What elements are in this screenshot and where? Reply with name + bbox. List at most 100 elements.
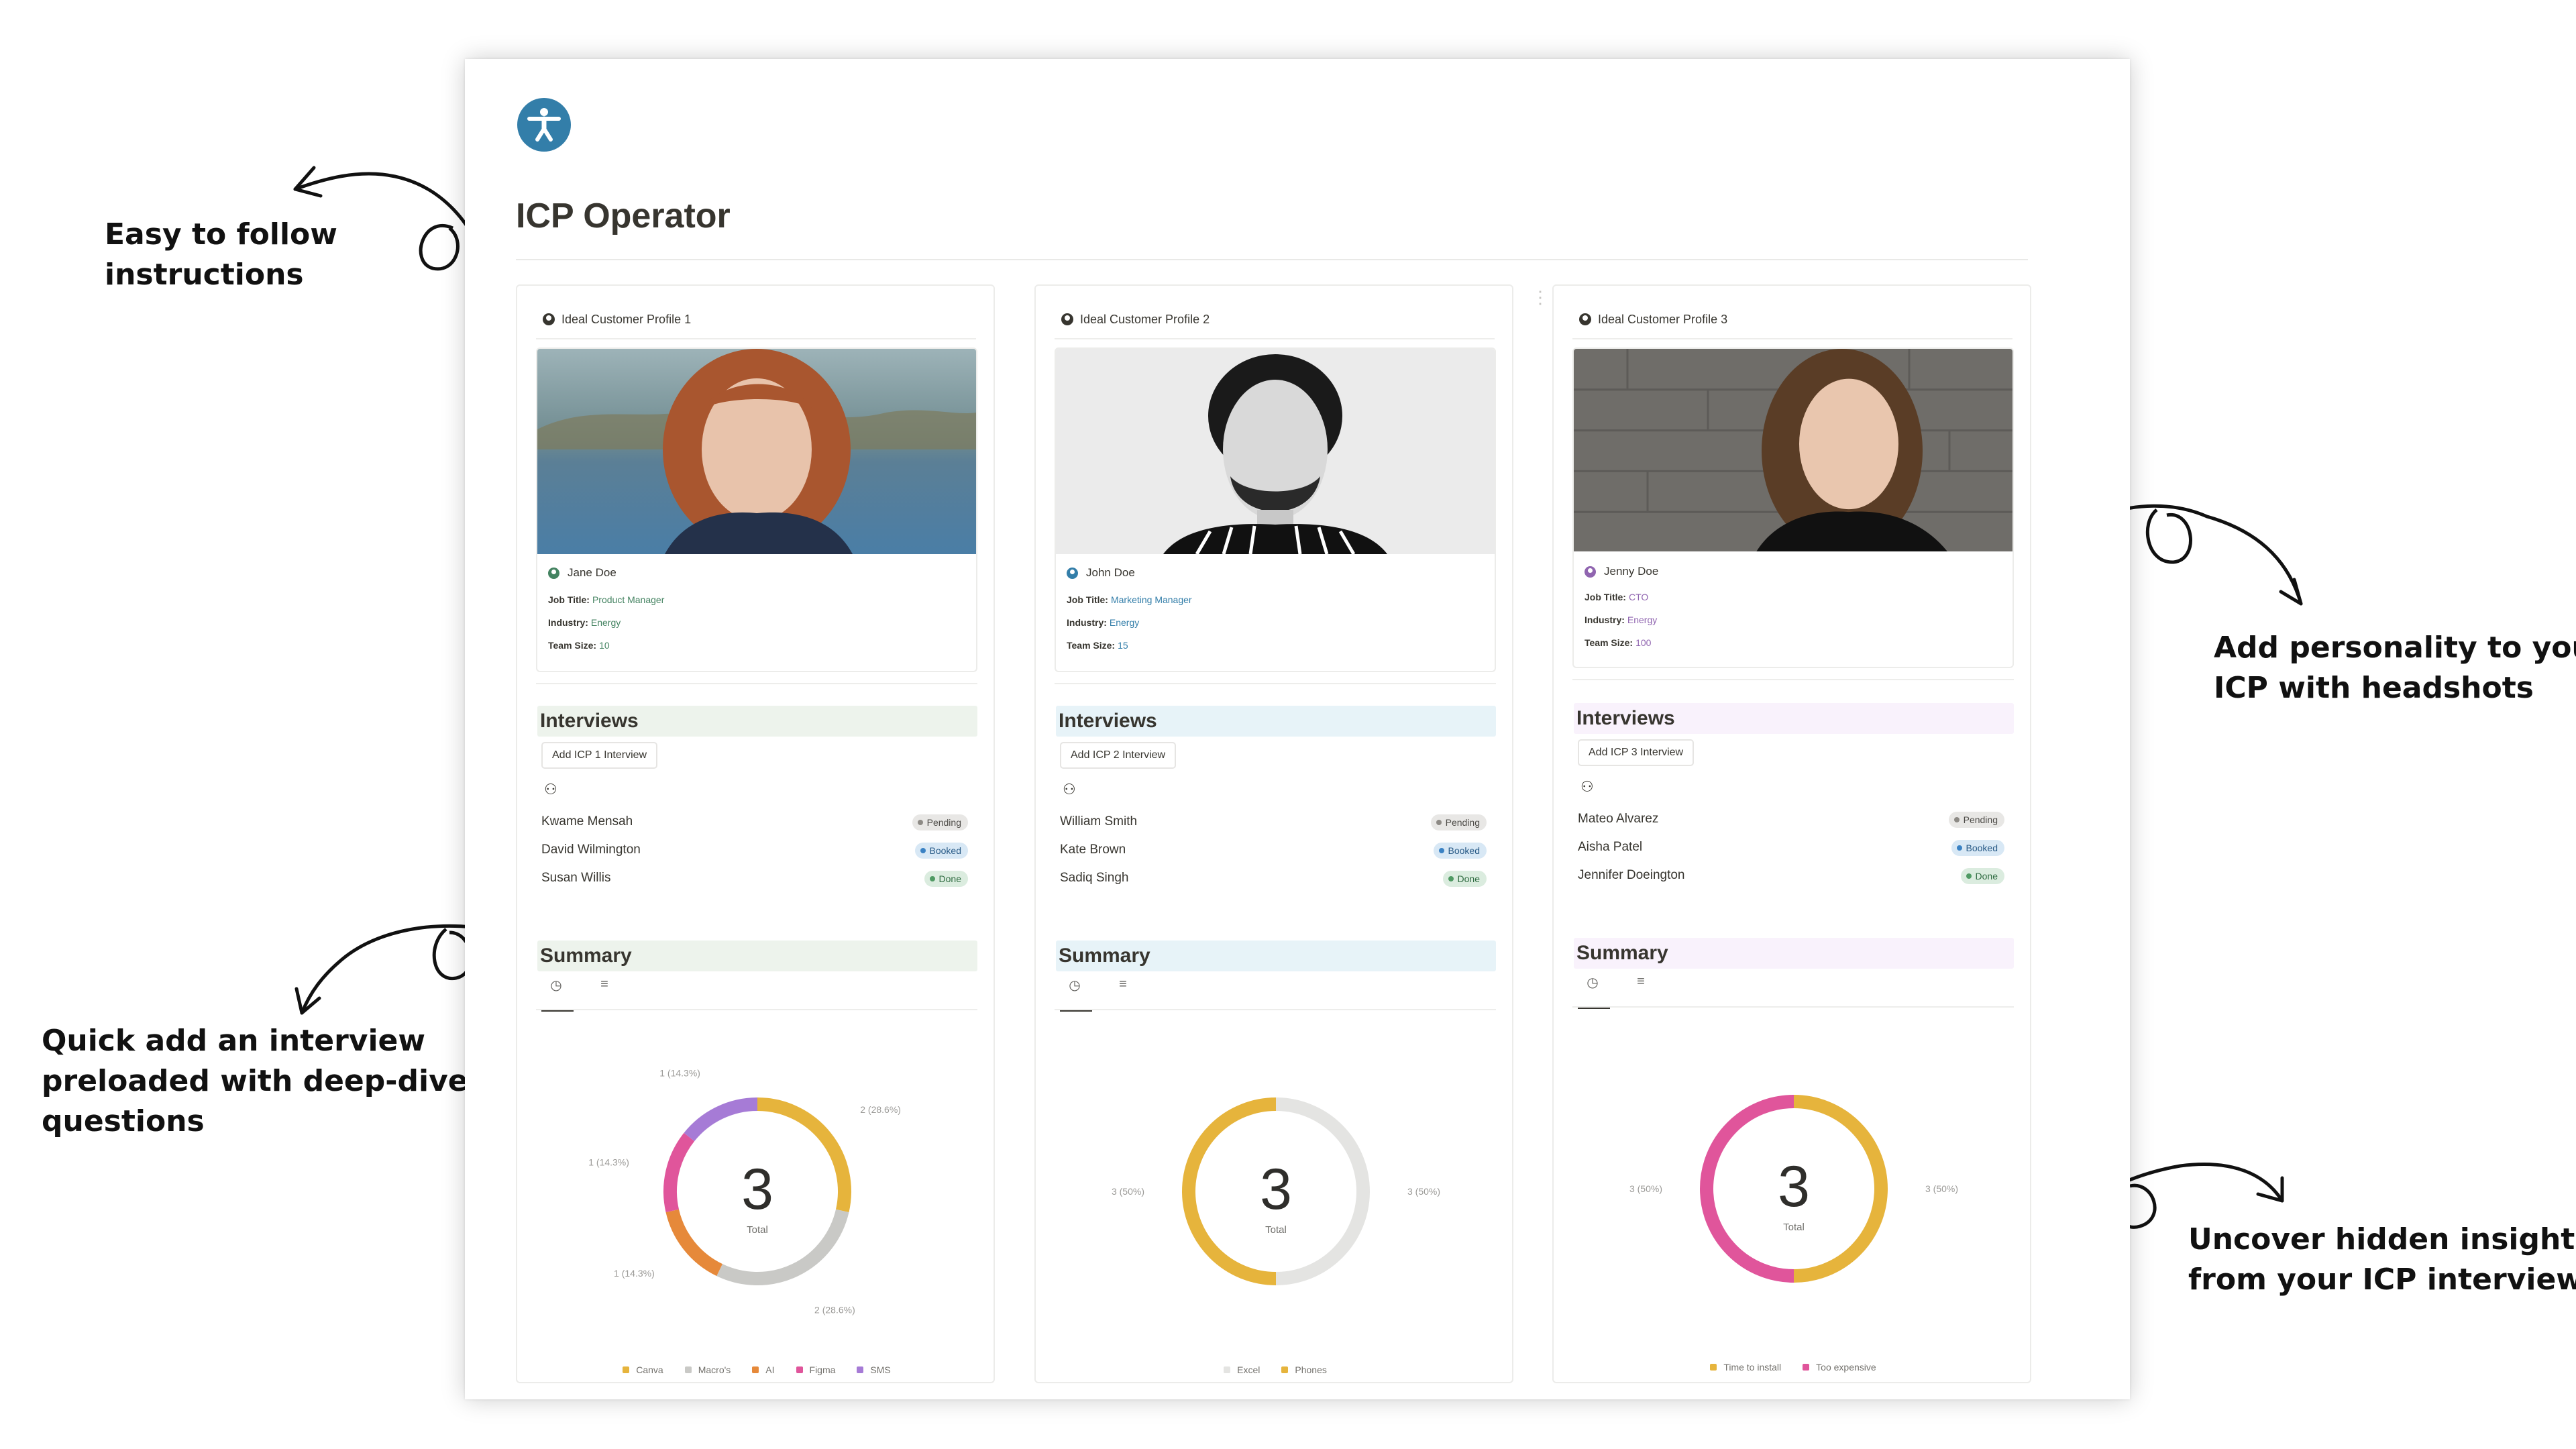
- chart-view-tab-icon[interactable]: ◷: [1578, 974, 1610, 1009]
- annotation-uncover: Uncover hidden insights from your ICP in…: [2188, 1220, 2576, 1300]
- summary-donut-chart: 2 (28.6%) 2 (28.6%) 1 (14.3%) 1 (14.3%) 1 (1…: [531, 1051, 984, 1332]
- chart-view-tab-icon[interactable]: ◷: [1060, 977, 1092, 1012]
- donut-slice-macro-s[interactable]: [716, 1209, 849, 1285]
- slice-data-label: 2 (28.6%): [860, 1104, 901, 1115]
- legend-item[interactable]: Too expensive: [1803, 1362, 1876, 1373]
- annotation-line: questions: [42, 1104, 205, 1138]
- legend-swatch: [623, 1366, 630, 1373]
- annotation-quick: Quick add an interview preloaded with de…: [42, 1021, 468, 1142]
- person-icon: [1585, 566, 1596, 578]
- profile-header-label: Ideal Customer Profile 2: [1080, 312, 1210, 326]
- donut-slice-too-expensive[interactable]: [1700, 1095, 1794, 1283]
- donut-slice-sms[interactable]: [684, 1097, 758, 1142]
- profile-column-3: Ideal Customer Profile 3: [1552, 284, 2031, 1383]
- profile-header[interactable]: Ideal Customer Profile 1: [543, 306, 691, 333]
- list-item[interactable]: William Smith Pending: [1060, 812, 1492, 833]
- legend-label: SMS: [870, 1364, 891, 1375]
- profile-name[interactable]: Jane Doe: [548, 566, 616, 580]
- list-view-tab-icon[interactable]: ≡: [1119, 977, 1127, 991]
- donut-slice-canva[interactable]: [757, 1097, 851, 1213]
- list-item[interactable]: Jennifer Doeington Done: [1578, 865, 2010, 887]
- list-item[interactable]: Aisha Patel Booked: [1578, 837, 2010, 859]
- slice-data-label: 1 (14.3%): [659, 1067, 700, 1078]
- annotation-easy: Easy to follow instructions: [105, 215, 337, 295]
- list-item[interactable]: Kate Brown Booked: [1060, 840, 1492, 861]
- legend-swatch: [1281, 1366, 1289, 1373]
- chart-view-tab-icon[interactable]: ◷: [541, 977, 574, 1012]
- people-icon[interactable]: ⚇: [544, 781, 557, 798]
- legend-item[interactable]: Figma: [796, 1364, 836, 1375]
- status-badge: Done: [1442, 871, 1487, 887]
- donut-slice-figma[interactable]: [663, 1132, 695, 1213]
- list-view-tab-icon[interactable]: ≡: [600, 977, 608, 991]
- curly-arrow-icon: [2098, 504, 2303, 606]
- interviewee-name: Jennifer Doeington: [1578, 868, 1685, 882]
- interviews-heading: Interviews: [537, 706, 977, 737]
- interviewee-name: Susan Willis: [541, 871, 611, 885]
- interviews-heading: Interviews: [1574, 703, 2014, 734]
- list-view-tab-icon[interactable]: ≡: [1637, 974, 1645, 989]
- donut-slice-phones[interactable]: [1182, 1097, 1277, 1285]
- legend-item[interactable]: SMS: [857, 1364, 891, 1375]
- headshot-photo: [1574, 349, 2012, 551]
- profile-card[interactable]: Jane Doe Job Title: Product Manager Indus…: [536, 347, 977, 672]
- summary-heading-label: Summary: [540, 945, 632, 967]
- list-item[interactable]: David Wilmington Booked: [541, 840, 973, 861]
- legend-swatch: [1803, 1364, 1810, 1371]
- interviewee-name: Aisha Patel: [1578, 840, 1643, 854]
- list-item[interactable]: Susan Willis Done: [541, 868, 973, 890]
- chart-legend: Time to install Too expensive: [1554, 1362, 2033, 1373]
- prop-label: Team Size:: [1067, 640, 1116, 651]
- people-icon[interactable]: ⚇: [1063, 781, 1076, 798]
- legend-item[interactable]: AI: [752, 1364, 775, 1375]
- donut-slice-time-to-install[interactable]: [1793, 1095, 1888, 1283]
- list-item[interactable]: Kwame Mensah Pending: [541, 812, 973, 833]
- add-interview-button[interactable]: Add ICP 3 Interview: [1578, 739, 1695, 766]
- list-item[interactable]: Sadiq Singh Done: [1060, 868, 1492, 890]
- profile-header[interactable]: Ideal Customer Profile 3: [1579, 306, 1727, 333]
- profile-name[interactable]: Jenny Doe: [1585, 565, 1658, 578]
- legend-item[interactable]: Phones: [1281, 1364, 1327, 1375]
- donut-slice-excel[interactable]: [1275, 1097, 1370, 1285]
- interviews-heading-label: Interviews: [1576, 707, 1675, 729]
- profile-card[interactable]: John Doe Job Title: Marketing Manager Ind…: [1055, 347, 1496, 672]
- status-label: Done: [938, 873, 961, 884]
- legend-item[interactable]: Canva: [623, 1364, 663, 1375]
- interviewee-name: David Wilmington: [541, 843, 641, 857]
- profile-name[interactable]: John Doe: [1067, 566, 1135, 580]
- legend-item[interactable]: Macro's: [684, 1364, 731, 1375]
- divider: [1572, 1006, 2014, 1008]
- divider: [1572, 679, 2014, 680]
- annotation-line: ICP with headshots: [2214, 671, 2534, 705]
- donut-total-value: 3: [741, 1157, 773, 1222]
- summary-donut-chart: 3 (50%) 3 (50%) 3 Total: [1567, 1048, 2021, 1330]
- donut-total-value: 3: [1778, 1155, 1810, 1219]
- profile-header[interactable]: Ideal Customer Profile 2: [1061, 306, 1210, 333]
- add-interview-button[interactable]: Add ICP 2 Interview: [1060, 742, 1177, 769]
- prop-label: Job Title:: [548, 594, 590, 605]
- legend-item[interactable]: Time to install: [1710, 1362, 1781, 1373]
- list-item[interactable]: Mateo Alvarez Pending: [1578, 809, 2010, 830]
- slice-data-label: 1 (14.3%): [588, 1157, 629, 1167]
- prop-value: Energy: [1627, 614, 1658, 625]
- legend-item[interactable]: Excel: [1224, 1364, 1260, 1375]
- donut-total-value: 3: [1260, 1157, 1292, 1222]
- legend-label: Excel: [1237, 1364, 1260, 1375]
- legend-swatch: [752, 1366, 759, 1373]
- legend-label: Figma: [809, 1364, 836, 1375]
- interviewee-name: William Smith: [1060, 814, 1138, 828]
- prop-industry: Industry: Energy: [1585, 614, 1657, 625]
- prop-label: Team Size:: [548, 640, 597, 651]
- accessibility-icon[interactable]: [517, 98, 571, 152]
- prop-job-title: Job Title: Marketing Manager: [1067, 594, 1192, 605]
- add-interview-button[interactable]: Add ICP 1 Interview: [541, 742, 658, 769]
- people-icon[interactable]: ⚇: [1580, 778, 1594, 795]
- page-title[interactable]: ICP Operator: [516, 197, 731, 235]
- profile-card[interactable]: Jenny Doe Job Title: CTO Industry: Energy …: [1572, 347, 2014, 668]
- summary-donut-chart: 3 (50%) 3 (50%) 3 Total: [1049, 1051, 1503, 1332]
- interviewee-name: Kate Brown: [1060, 843, 1126, 857]
- donut-total-label: Total: [1265, 1224, 1287, 1236]
- prop-industry: Industry: Energy: [1067, 617, 1139, 628]
- donut-total-label: Total: [747, 1224, 768, 1236]
- donut-slice-ai[interactable]: [665, 1209, 723, 1277]
